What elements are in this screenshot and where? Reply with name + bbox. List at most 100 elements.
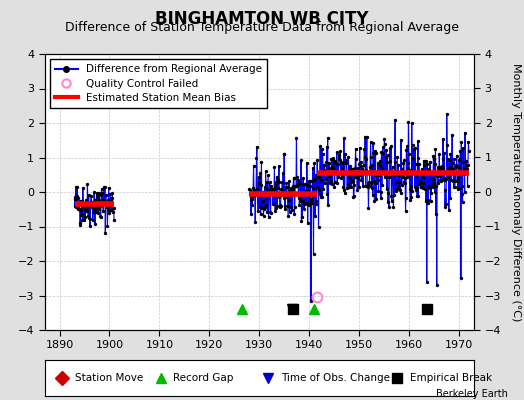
Point bbox=[329, 165, 337, 171]
Point bbox=[110, 205, 118, 212]
Point bbox=[289, 185, 297, 192]
Point bbox=[370, 178, 378, 184]
Point bbox=[384, 152, 392, 159]
Point bbox=[397, 169, 406, 176]
Point bbox=[412, 184, 421, 191]
Point bbox=[401, 174, 409, 181]
Point bbox=[365, 182, 374, 189]
Point bbox=[388, 198, 396, 204]
Point bbox=[107, 207, 115, 213]
Point bbox=[337, 164, 346, 171]
Point bbox=[366, 139, 375, 145]
Point bbox=[366, 164, 374, 170]
Point bbox=[332, 170, 340, 176]
Point bbox=[367, 154, 375, 160]
Point bbox=[444, 156, 453, 162]
Point bbox=[74, 195, 82, 201]
Point bbox=[76, 220, 84, 226]
Point bbox=[285, 188, 293, 194]
Text: Difference of Station Temperature Data from Regional Average: Difference of Station Temperature Data f… bbox=[65, 21, 459, 34]
Point bbox=[456, 156, 464, 162]
Point bbox=[336, 170, 345, 176]
Point bbox=[72, 204, 81, 210]
Point bbox=[463, 166, 471, 172]
Point bbox=[438, 177, 446, 183]
Point bbox=[396, 187, 404, 193]
Point bbox=[443, 142, 451, 148]
Point bbox=[296, 198, 304, 204]
Point bbox=[388, 164, 397, 170]
Point bbox=[421, 157, 430, 164]
Point bbox=[363, 134, 371, 140]
Point bbox=[92, 194, 101, 200]
Point bbox=[330, 184, 339, 190]
Point bbox=[340, 186, 348, 193]
Point bbox=[352, 156, 360, 162]
Point bbox=[105, 206, 113, 213]
Point bbox=[359, 183, 367, 189]
Point bbox=[248, 193, 257, 199]
Point bbox=[408, 142, 417, 148]
Point bbox=[416, 178, 424, 184]
Point bbox=[260, 190, 268, 196]
Point bbox=[400, 179, 409, 185]
Point bbox=[416, 184, 424, 190]
Point bbox=[71, 202, 79, 209]
Point bbox=[268, 186, 277, 192]
Point bbox=[391, 185, 400, 192]
Point bbox=[464, 162, 472, 168]
Point bbox=[317, 168, 325, 174]
Point bbox=[307, 195, 315, 202]
Point bbox=[289, 175, 298, 181]
Point bbox=[355, 144, 364, 151]
Point bbox=[276, 202, 284, 208]
Point bbox=[356, 163, 365, 170]
Point bbox=[413, 154, 422, 161]
Point bbox=[337, 175, 346, 181]
Point bbox=[91, 220, 99, 227]
Point bbox=[432, 282, 441, 288]
Point bbox=[250, 187, 258, 193]
Point bbox=[402, 195, 410, 201]
Point bbox=[399, 160, 408, 166]
Point bbox=[318, 146, 326, 152]
Point bbox=[344, 181, 352, 188]
Point bbox=[300, 201, 309, 207]
Point bbox=[431, 188, 439, 195]
Point bbox=[71, 194, 80, 200]
Point bbox=[380, 141, 389, 147]
Point bbox=[78, 211, 86, 217]
Point bbox=[328, 181, 336, 188]
Point bbox=[258, 205, 266, 211]
Point bbox=[456, 147, 465, 154]
Point bbox=[413, 193, 421, 199]
Point bbox=[449, 166, 457, 172]
Point bbox=[425, 185, 434, 191]
Point bbox=[367, 179, 376, 186]
Point bbox=[465, 148, 473, 154]
Point bbox=[334, 173, 342, 180]
Point bbox=[355, 161, 364, 168]
Point bbox=[376, 188, 385, 195]
Point bbox=[373, 169, 381, 176]
Point bbox=[257, 159, 266, 165]
Point bbox=[394, 186, 402, 192]
Point bbox=[297, 157, 305, 163]
Point bbox=[79, 203, 88, 210]
Point bbox=[313, 185, 322, 192]
Point bbox=[429, 153, 438, 160]
Point bbox=[303, 220, 312, 226]
Point bbox=[92, 208, 101, 215]
Point bbox=[452, 164, 461, 171]
Point bbox=[279, 170, 287, 176]
Point bbox=[359, 162, 368, 168]
Point bbox=[342, 160, 351, 166]
Point bbox=[454, 186, 462, 192]
Point bbox=[255, 179, 264, 186]
Point bbox=[290, 210, 299, 217]
Point bbox=[104, 197, 113, 203]
Point bbox=[312, 172, 320, 178]
Point bbox=[79, 185, 87, 191]
Point bbox=[273, 202, 281, 209]
Point bbox=[276, 204, 285, 210]
